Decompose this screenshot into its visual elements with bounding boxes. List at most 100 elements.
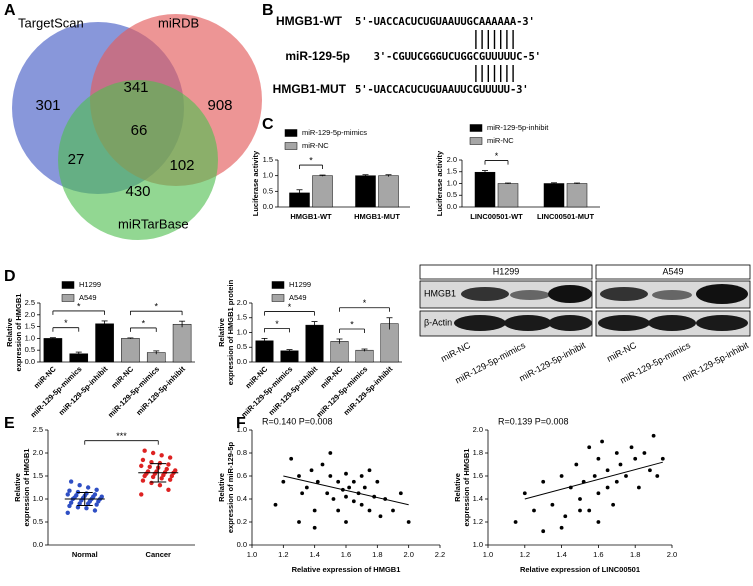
bar [305,324,324,363]
point [660,456,665,461]
bar [43,338,63,363]
point [578,508,582,513]
point [614,479,619,484]
band [548,315,592,331]
point [336,479,341,484]
panel-letter: D [4,268,16,285]
point [596,520,601,524]
y-axis-label: expression of HMGB1 protein [226,279,235,385]
legend-label: A549 [289,293,307,302]
significance: * [309,155,313,165]
point [359,502,364,507]
bar [378,175,399,208]
lane-label: miR-NC [439,340,472,364]
legend-label: miR-129-5p-inhibit [487,123,549,132]
point [173,468,178,473]
x-tick-label: miR-129-5p-inhibit [342,364,395,417]
significance: * [77,301,81,311]
blot-header [419,264,593,280]
y-tick-label: 1.6 [473,471,483,480]
point [559,474,564,478]
sequence: -3' [510,84,529,96]
point [167,455,173,460]
point [312,508,317,513]
y-tick-label: 0.0 [237,540,247,549]
lane-label: miR-129-5p-inhibit [680,340,750,384]
stat-annotation: R=0.140 P=0.008 [262,416,333,426]
point [367,468,372,473]
point [559,525,564,530]
y-tick-label: 1.5 [25,322,35,331]
y-tick-label: 1.0 [447,178,457,187]
point [513,520,518,524]
venn-count: 341 [123,79,148,96]
point [605,468,610,473]
y-tick-label: 1.5 [237,313,247,322]
y-axis-label: expression of HMGB1 [22,449,31,527]
y-axis-label: expression of HMGB1 [462,449,471,527]
y-tick-label: 0.6 [237,471,247,480]
y-tick-label: 0.8 [237,448,247,457]
x-axis-label: Relative expression of HMGB1 [292,565,401,574]
point [648,468,652,473]
point [139,463,144,469]
legend-label: miR-129-5p-mimics [302,128,367,137]
bar [121,338,140,363]
band [648,315,696,331]
point [618,462,623,467]
y-tick-label: 2.0 [473,425,483,434]
point [578,497,582,501]
legend-swatch [469,137,483,145]
venn-count: 66 [131,122,148,139]
point [74,493,79,498]
point [629,445,634,450]
point [541,479,546,484]
x-tick-label: 1.6 [593,550,603,559]
venn-count: 430 [125,183,150,200]
venn-diagram: TargetScan miRDB miRTarBase 301 908 430 … [12,14,262,240]
x-tick-label: 1.0 [247,550,257,559]
point [309,468,314,473]
point [85,485,91,490]
blot-header [595,264,751,280]
sequence-label: HMGB1-WT [276,14,343,28]
x-tick-label: 1.4 [556,550,566,559]
y-tick-label: 0.0 [237,357,247,366]
y-axis-label: Luciferase activity [251,150,260,216]
stat-annotation: R=0.139 P=0.008 [498,416,569,426]
y-tick-label: 1.0 [237,425,247,434]
y-axis-label: Relative [453,473,462,502]
y-axis-label: Relative [217,318,226,347]
y-tick-label: 1.0 [237,327,247,336]
y-tick-label: 1.5 [33,471,43,480]
bar [474,171,496,208]
bar [543,183,565,208]
point [651,433,656,438]
point [550,502,555,507]
point [68,500,74,505]
panel-letter: B [262,2,274,19]
significance: * [142,318,146,328]
venn-count: 27 [68,151,85,168]
point [587,508,592,513]
point [149,480,154,486]
point [140,478,146,483]
point [344,471,348,476]
bar [566,183,588,208]
y-tick-label: 0.0 [25,357,35,366]
sequence-alignment: HMGB1-WT miR-129-5p HMGB1-MUT 5'-UACCACU… [273,14,541,96]
y-axis-label: Relative [5,318,14,347]
y-tick-label: 1.0 [25,333,35,342]
y-axis-label: expression of HMGB1 [14,294,23,372]
panel-letter: F [236,415,246,432]
point [77,501,82,506]
point [605,485,610,490]
y-axis-label: Luciferase activity [435,150,444,216]
x-tick-label: HMGB1-WT [290,212,332,221]
legend-swatch [271,294,285,302]
x-tick-label: LINC00501-MUT [537,212,595,221]
legend-swatch [284,129,298,137]
point [587,445,592,450]
y-tick-label: 1.4 [473,494,483,503]
